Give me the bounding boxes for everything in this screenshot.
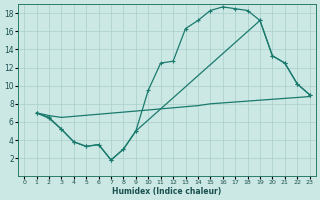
X-axis label: Humidex (Indice chaleur): Humidex (Indice chaleur) bbox=[112, 187, 221, 196]
